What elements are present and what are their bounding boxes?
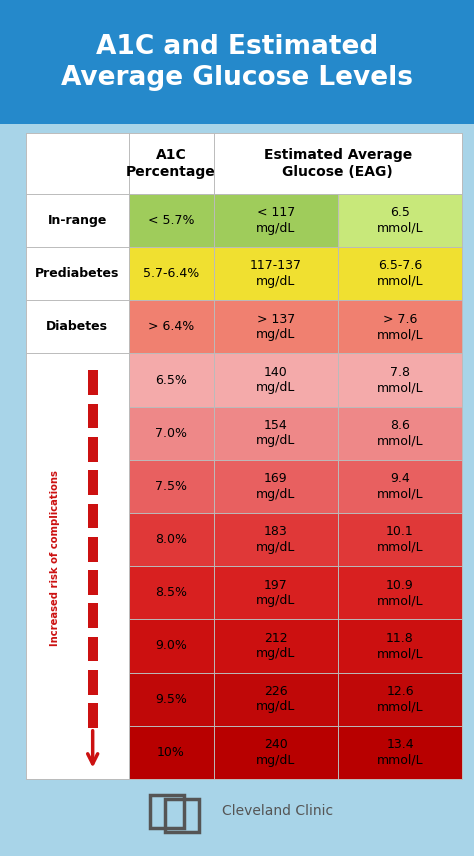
Text: 7.5%: 7.5% xyxy=(155,480,187,493)
Text: Diabetes: Diabetes xyxy=(46,320,109,333)
Text: 5.7-6.4%: 5.7-6.4% xyxy=(143,267,199,280)
Bar xyxy=(88,670,98,694)
Bar xyxy=(88,404,98,428)
Text: 8.0%: 8.0% xyxy=(155,533,187,546)
Bar xyxy=(88,437,98,461)
Text: 212
mg/dL: 212 mg/dL xyxy=(256,632,295,660)
Text: 10.9
mmol/L: 10.9 mmol/L xyxy=(377,579,423,607)
Text: 13.4
mmol/L: 13.4 mmol/L xyxy=(377,738,423,767)
Text: 117-137
mg/dL: 117-137 mg/dL xyxy=(250,259,302,288)
Text: In-range: In-range xyxy=(47,214,107,227)
Text: 8.6
mmol/L: 8.6 mmol/L xyxy=(377,419,423,448)
Bar xyxy=(88,570,98,595)
Bar xyxy=(88,470,98,495)
Text: Increased risk of complications: Increased risk of complications xyxy=(50,470,60,645)
Text: 10%: 10% xyxy=(157,746,185,759)
Text: 226
mg/dL: 226 mg/dL xyxy=(256,685,295,713)
Text: 6.5-7.6
mmol/L: 6.5-7.6 mmol/L xyxy=(377,259,423,288)
Text: 6.5
mmol/L: 6.5 mmol/L xyxy=(377,206,423,235)
Text: 7.0%: 7.0% xyxy=(155,426,187,440)
Text: 9.0%: 9.0% xyxy=(155,639,187,652)
Text: 240
mg/dL: 240 mg/dL xyxy=(256,738,295,767)
Text: 9.4
mmol/L: 9.4 mmol/L xyxy=(377,473,423,501)
Text: 9.5%: 9.5% xyxy=(155,693,187,705)
Text: 154
mg/dL: 154 mg/dL xyxy=(256,419,295,448)
Text: 197
mg/dL: 197 mg/dL xyxy=(256,579,295,607)
Text: 8.5%: 8.5% xyxy=(155,586,187,599)
Text: A1C
Percentage: A1C Percentage xyxy=(126,148,216,179)
Bar xyxy=(88,503,98,528)
Bar xyxy=(88,371,98,395)
Bar xyxy=(88,537,98,562)
Text: > 6.4%: > 6.4% xyxy=(148,320,194,333)
Text: Estimated Average
Glucose (EAG): Estimated Average Glucose (EAG) xyxy=(264,148,412,179)
Bar xyxy=(88,637,98,662)
Text: 140
mg/dL: 140 mg/dL xyxy=(256,366,295,395)
Text: 11.8
mmol/L: 11.8 mmol/L xyxy=(377,632,423,660)
Text: A1C and Estimated
Average Glucose Levels: A1C and Estimated Average Glucose Levels xyxy=(61,33,413,91)
Bar xyxy=(88,603,98,628)
Bar xyxy=(88,704,98,728)
Text: < 5.7%: < 5.7% xyxy=(148,214,194,227)
Text: 7.8
mmol/L: 7.8 mmol/L xyxy=(377,366,423,395)
Text: 12.6
mmol/L: 12.6 mmol/L xyxy=(377,685,423,713)
Text: 6.5%: 6.5% xyxy=(155,373,187,387)
Text: > 137
mg/dL: > 137 mg/dL xyxy=(256,312,295,341)
Text: > 7.6
mmol/L: > 7.6 mmol/L xyxy=(377,312,423,341)
Text: 10.1
mmol/L: 10.1 mmol/L xyxy=(377,526,423,554)
Text: Cleveland Clinic: Cleveland Clinic xyxy=(222,804,333,818)
Text: 169
mg/dL: 169 mg/dL xyxy=(256,473,295,501)
Text: Prediabetes: Prediabetes xyxy=(35,267,119,280)
Text: 183
mg/dL: 183 mg/dL xyxy=(256,526,295,554)
Text: < 117
mg/dL: < 117 mg/dL xyxy=(256,206,295,235)
